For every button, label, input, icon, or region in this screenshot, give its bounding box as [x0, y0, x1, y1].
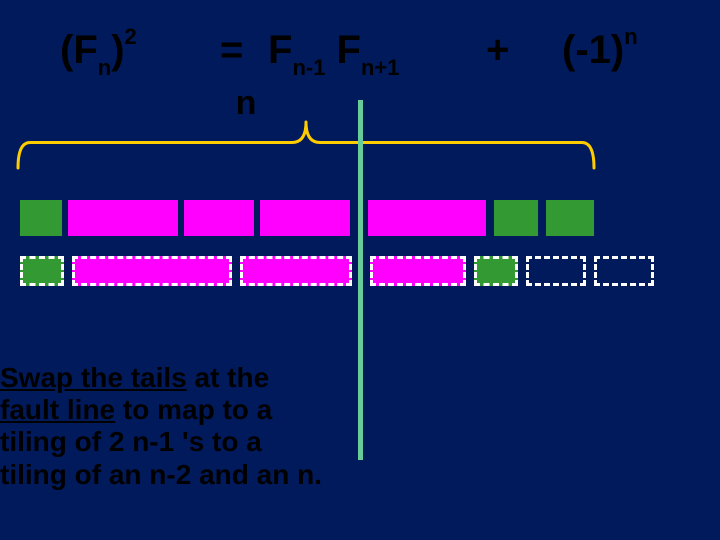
row2-tile [370, 256, 466, 286]
row2-tile [526, 256, 586, 286]
caption-line: tiling of an n-2 and an n. [0, 459, 322, 491]
row2-tile [72, 256, 232, 286]
row1-tile [494, 200, 538, 236]
caption-line: fault line to map to a [0, 394, 322, 426]
row1-tile [546, 200, 594, 236]
caption-segment: to map to a [115, 394, 272, 425]
caption-segment: at the [187, 362, 269, 393]
brace-label: n [236, 84, 257, 123]
row1-tile [368, 200, 486, 236]
row1-tile [260, 200, 350, 236]
row1-tile [20, 200, 62, 236]
caption-line: tiling of 2 n-1 's to a [0, 426, 322, 458]
caption-segment: Swap the tails [0, 362, 187, 393]
row2-tile [474, 256, 518, 286]
row2-tile [594, 256, 654, 286]
caption-segment: fault line [0, 394, 115, 425]
fault-line [358, 100, 363, 460]
caption-segment: tiling of 2 n-1 's to a [0, 426, 262, 457]
row1-tile [184, 200, 254, 236]
caption: Swap the tails at thefault line to map t… [0, 362, 322, 491]
row2-tile [20, 256, 64, 286]
caption-line: Swap the tails at the [0, 362, 322, 394]
row2-tile [240, 256, 352, 286]
row1-tile [68, 200, 178, 236]
brace: n [16, 120, 596, 190]
slide-stage: (Fn)2=Fn-1 Fn+1+(-1)nnSwap the tails at … [0, 0, 720, 540]
caption-segment: tiling of an n-2 and an n. [0, 459, 322, 490]
